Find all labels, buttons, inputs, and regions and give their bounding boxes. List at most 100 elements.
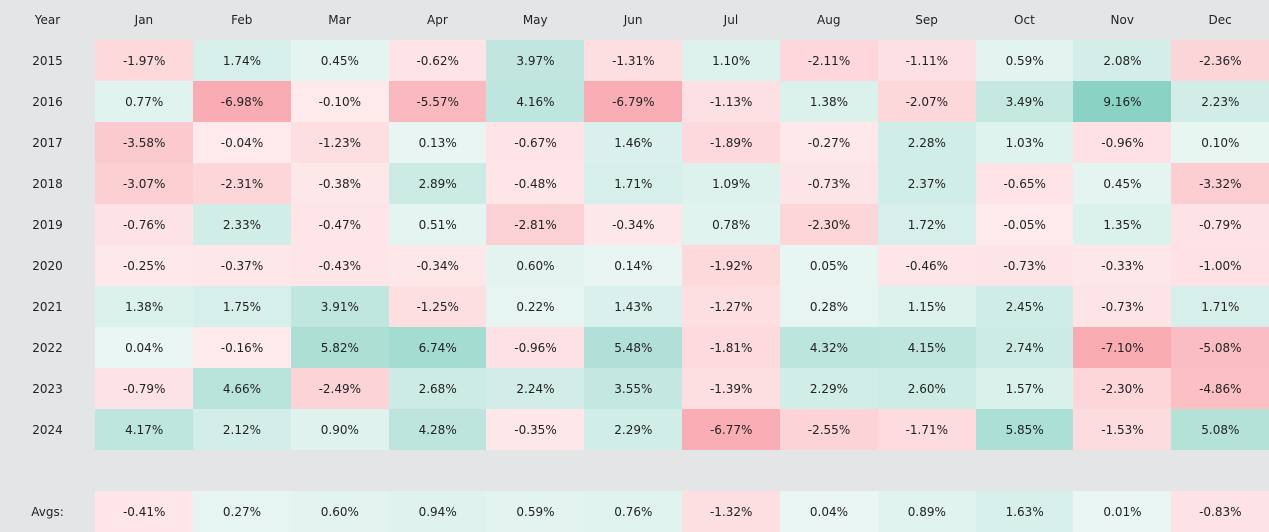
year-label-2023: 2023 <box>32 381 63 396</box>
heatmap-cell-2017-mar: -1.23% <box>290 122 389 163</box>
heatmap-cell-2021-apr: -1.25% <box>388 286 487 327</box>
heatmap-cell-2018-nov: 0.45% <box>1073 163 1172 204</box>
heatmap-cell-2015-oct: 0.59% <box>975 40 1074 81</box>
heatmap-cell-2016-jan: 0.77% <box>95 81 194 122</box>
heatmap-cell-2019-nov: 1.35% <box>1073 204 1172 245</box>
year-label-2016: 2016 <box>32 94 63 109</box>
heatmap-cell-2018-jul: 1.09% <box>682 163 781 204</box>
heatmap-cell-2019-mar: -0.47% <box>290 204 389 245</box>
average-cell-jun: 0.76% <box>584 491 683 532</box>
heatmap-cell-2019-aug: -2.30% <box>779 204 879 245</box>
heatmap-cell-2022-may: -0.96% <box>486 327 585 368</box>
average-cell-sep: 0.89% <box>877 491 976 532</box>
heatmap-cell-2018-sep: 2.37% <box>877 163 976 204</box>
month-header-sep: Sep <box>915 13 938 27</box>
heatmap-cell-2021-oct: 2.45% <box>975 286 1074 327</box>
heatmap-cell-2015-dec: -2.36% <box>1171 40 1269 81</box>
heatmap-cell-2023-apr: 2.68% <box>388 368 487 409</box>
month-header-may: May <box>522 13 548 27</box>
heatmap-cell-2015-nov: 2.08% <box>1073 40 1172 81</box>
heatmap-cell-2017-jan: -3.58% <box>95 122 194 163</box>
average-cell-mar: 0.60% <box>290 491 389 532</box>
heatmap-cell-2024-aug: -2.55% <box>779 409 879 450</box>
heatmap-cell-2023-aug: 2.29% <box>779 368 879 409</box>
heatmap-cell-2016-may: 4.16% <box>486 81 585 122</box>
month-header-aug: Aug <box>817 13 841 27</box>
heatmap-cell-2020-nov: -0.33% <box>1073 245 1172 286</box>
heatmap-cell-2023-sep: 2.60% <box>877 368 976 409</box>
heatmap-cell-2023-nov: -2.30% <box>1073 368 1172 409</box>
heatmap-cell-2016-oct: 3.49% <box>975 81 1074 122</box>
heatmap-cell-2018-mar: -0.38% <box>290 163 389 204</box>
month-header-jun: Jun <box>623 13 643 27</box>
heatmap-cell-2023-jan: -0.79% <box>95 368 194 409</box>
heatmap-cell-2019-may: -2.81% <box>486 204 585 245</box>
heatmap-cell-2019-jan: -0.76% <box>95 204 194 245</box>
heatmap-cell-2020-may: 0.60% <box>486 245 585 286</box>
heatmap-cell-2024-jul: -6.77% <box>682 409 781 450</box>
year-label-2017: 2017 <box>32 135 63 150</box>
heatmap-cell-2017-aug: -0.27% <box>779 122 879 163</box>
average-cell-oct: 1.63% <box>975 491 1074 532</box>
heatmap-cell-2024-feb: 2.12% <box>192 409 292 450</box>
heatmap-cell-2023-mar: -2.49% <box>290 368 389 409</box>
average-cell-apr: 0.94% <box>388 491 487 532</box>
heatmap-cell-2015-jun: -1.31% <box>584 40 683 81</box>
heatmap-cell-2023-jun: 3.55% <box>584 368 683 409</box>
month-header-mar: Mar <box>328 13 351 27</box>
year-label-2021: 2021 <box>32 299 63 314</box>
heatmap-cell-2019-apr: 0.51% <box>388 204 487 245</box>
heatmap-cell-2019-dec: -0.79% <box>1171 204 1269 245</box>
heatmap-cell-2015-sep: -1.11% <box>877 40 976 81</box>
heatmap-cell-2016-jun: -6.79% <box>584 81 683 122</box>
heatmap-cell-2022-feb: -0.16% <box>192 327 292 368</box>
heatmap-cell-2018-oct: -0.65% <box>975 163 1074 204</box>
month-header-nov: Nov <box>1110 13 1134 27</box>
year-label-2015: 2015 <box>32 53 63 68</box>
average-cell-feb: 0.27% <box>192 491 292 532</box>
heatmap-cell-2021-jun: 1.43% <box>584 286 683 327</box>
heatmap-cell-2024-jun: 2.29% <box>584 409 683 450</box>
heatmap-cell-2020-apr: -0.34% <box>388 245 487 286</box>
year-label-2020: 2020 <box>32 258 63 273</box>
heatmap-cell-2016-nov: 9.16% <box>1073 81 1172 122</box>
heatmap-cell-2022-jul: -1.81% <box>682 327 781 368</box>
heatmap-cell-2019-feb: 2.33% <box>192 204 292 245</box>
heatmap-cell-2020-mar: -0.43% <box>290 245 389 286</box>
year-label-2022: 2022 <box>32 340 63 355</box>
year-label-2019: 2019 <box>32 217 63 232</box>
heatmap-cell-2022-dec: -5.08% <box>1171 327 1269 368</box>
heatmap-cell-2023-jul: -1.39% <box>682 368 781 409</box>
heatmap-cell-2015-apr: -0.62% <box>388 40 487 81</box>
month-header-jan: Jan <box>134 13 154 27</box>
heatmap-cell-2020-dec: -1.00% <box>1171 245 1269 286</box>
heatmap-cell-2016-jul: -1.13% <box>682 81 781 122</box>
heatmap-cell-2015-jan: -1.97% <box>95 40 194 81</box>
average-cell-may: 0.59% <box>486 491 585 532</box>
heatmap-cell-2016-sep: -2.07% <box>877 81 976 122</box>
heatmap-cell-2021-jan: 1.38% <box>95 286 194 327</box>
heatmap-cell-2017-jun: 1.46% <box>584 122 683 163</box>
heatmap-cell-2024-oct: 5.85% <box>975 409 1074 450</box>
heatmap-cell-2018-dec: -3.32% <box>1171 163 1269 204</box>
month-header-apr: Apr <box>427 13 448 27</box>
heatmap-cell-2018-apr: 2.89% <box>388 163 487 204</box>
heatmap-cell-2017-apr: 0.13% <box>388 122 487 163</box>
heatmap-cell-2019-oct: -0.05% <box>975 204 1074 245</box>
heatmap-cell-2021-feb: 1.75% <box>192 286 292 327</box>
heatmap-cell-2023-feb: 4.66% <box>192 368 292 409</box>
heatmap-cell-2016-aug: 1.38% <box>779 81 879 122</box>
heatmap-cell-2016-dec: 2.23% <box>1171 81 1269 122</box>
heatmap-cell-2015-feb: 1.74% <box>192 40 292 81</box>
average-cell-aug: 0.04% <box>779 491 879 532</box>
average-cell-jul: -1.32% <box>682 491 781 532</box>
heatmap-cell-2017-nov: -0.96% <box>1073 122 1172 163</box>
heatmap-cell-2024-nov: -1.53% <box>1073 409 1172 450</box>
heatmap-cell-2017-feb: -0.04% <box>192 122 292 163</box>
heatmap-cell-2020-jun: 0.14% <box>584 245 683 286</box>
heatmap-cell-2020-feb: -0.37% <box>192 245 292 286</box>
heatmap-cell-2015-may: 3.97% <box>486 40 585 81</box>
heatmap-cell-2023-may: 2.24% <box>486 368 585 409</box>
heatmap-cell-2017-jul: -1.89% <box>682 122 781 163</box>
heatmap-cell-2018-jun: 1.71% <box>584 163 683 204</box>
